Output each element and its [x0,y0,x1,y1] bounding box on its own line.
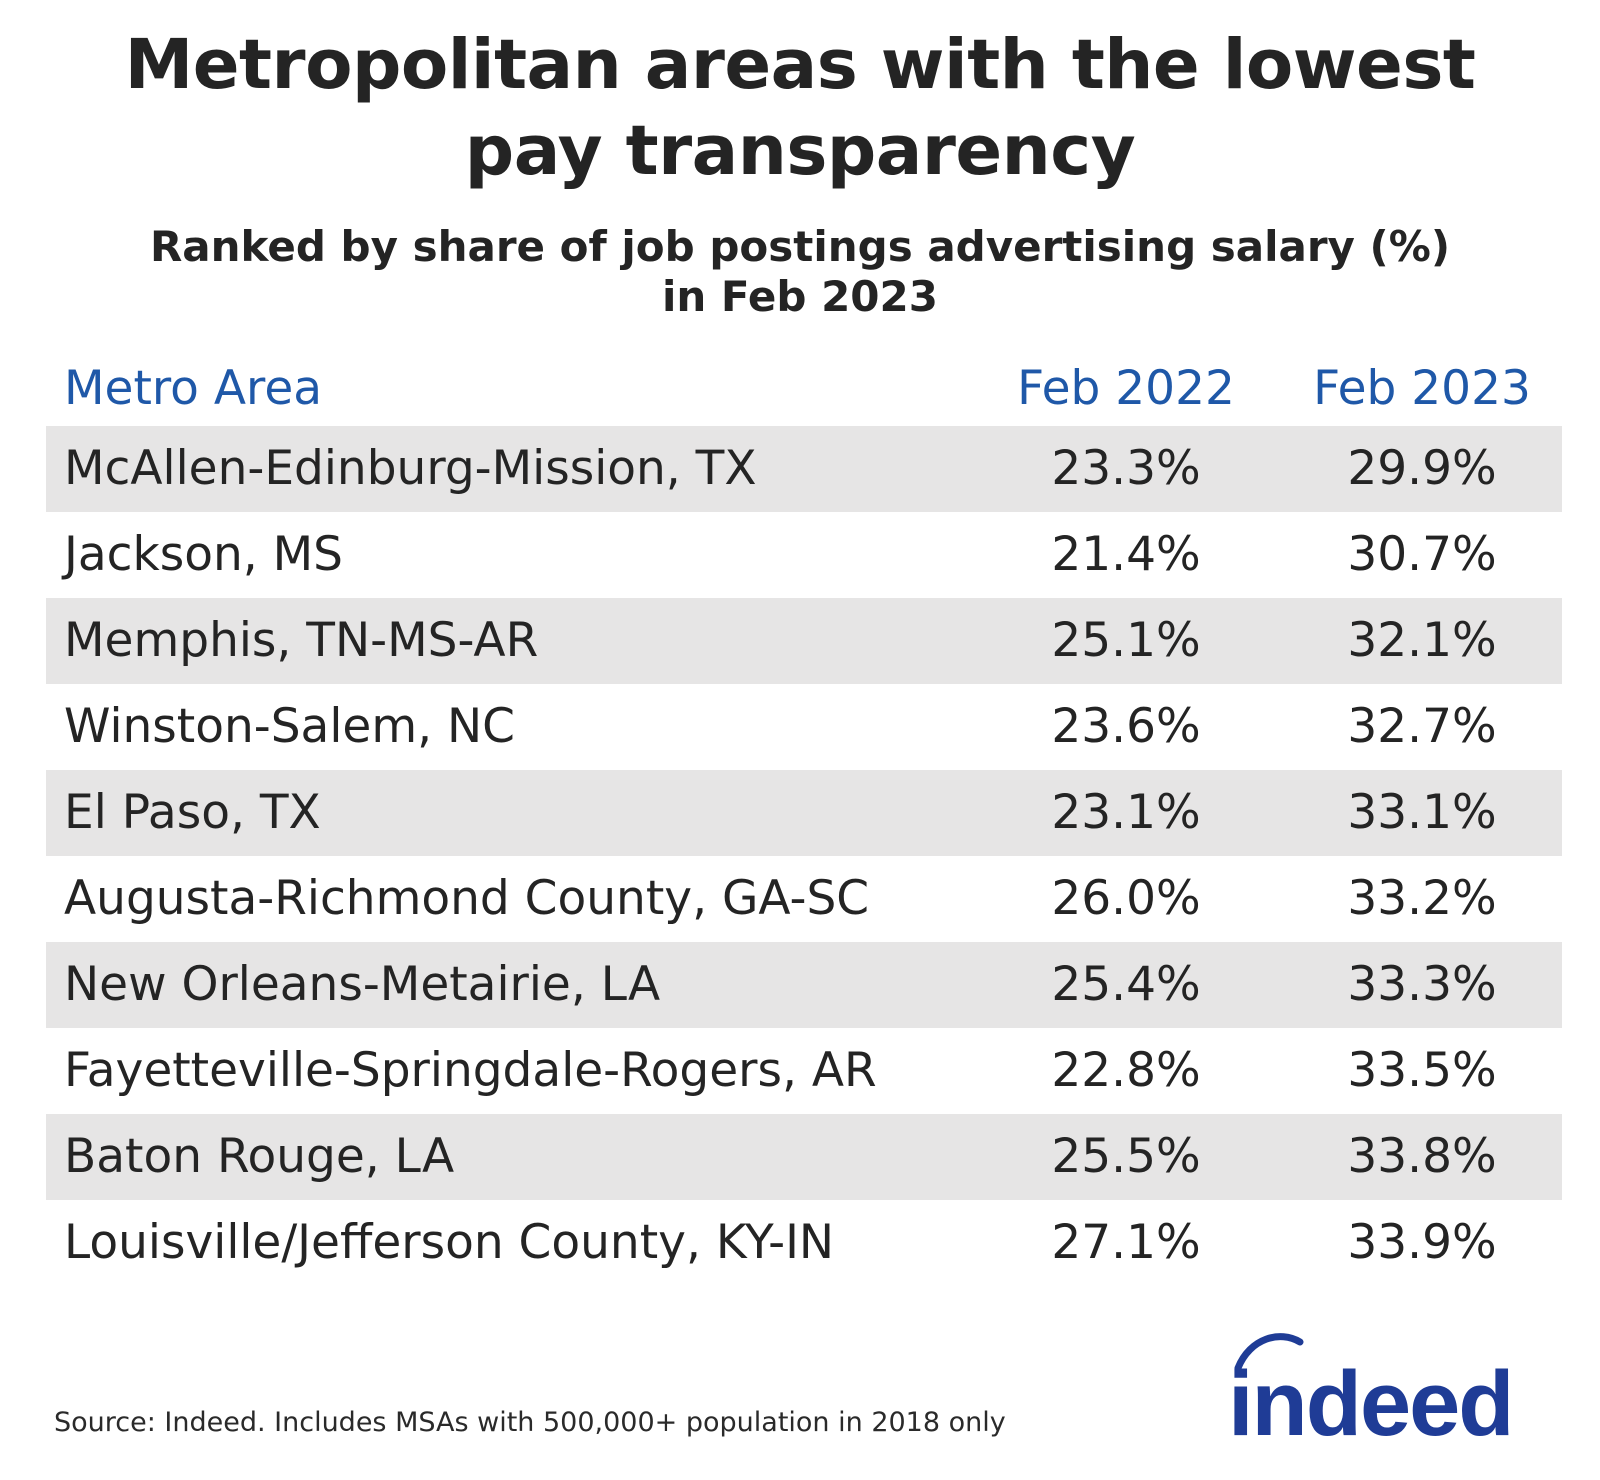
cell-feb-2022: 25.1% [1051,613,1201,668]
cell-feb-2023: 33.5% [1347,1043,1497,1098]
source-note: Source: Indeed. Includes MSAs with 500,0… [54,1407,1006,1438]
cell-feb-2023: 33.8% [1347,1129,1497,1184]
data-table: Metro Area Feb 2022 Feb 2023 McAllen-Edi… [46,352,1562,1286]
cell-metro-area: Baton Rouge, LA [64,1129,455,1184]
cell-feb-2023: 33.3% [1347,957,1497,1012]
chart-subtitle-line-1: Ranked by share of job postings advertis… [149,222,1451,271]
table-row: McAllen-Edinburg-Mission, TX 23.3% 29.9% [46,426,1562,512]
cell-metro-area: Jackson, MS [64,527,344,582]
column-header-feb-2023: Feb 2023 [1313,361,1531,416]
cell-feb-2022: 23.1% [1051,785,1201,840]
indeed-logo: indeed [1228,1333,1568,1455]
table-body: McAllen-Edinburg-Mission, TX 23.3% 29.9% Ja… [46,426,1562,1286]
chart-title: Metropolitan areas with the lowest pay t… [0,22,1600,194]
cell-feb-2022: 27.1% [1051,1215,1201,1270]
cell-feb-2023: 32.7% [1347,699,1497,754]
table-header-row: Metro Area Feb 2022 Feb 2023 [46,352,1562,426]
table-row: El Paso, TX 23.1% 33.1% [46,770,1562,856]
cell-feb-2023: 32.1% [1347,613,1497,668]
cell-feb-2023: 30.7% [1347,527,1497,582]
chart-title-line-2: pay transparency [464,111,1136,191]
chart-subtitle-line-2: in Feb 2023 [662,272,938,321]
cell-metro-area: Augusta-Richmond County, GA-SC [64,871,870,926]
cell-feb-2023: 33.2% [1347,871,1497,926]
indeed-logo-text: indeed [1228,1353,1514,1455]
chart-title-line-1: Metropolitan areas with the lowest [124,25,1476,105]
cell-feb-2023: 33.1% [1347,785,1497,840]
table-row: Jackson, MS 21.4% 30.7% [46,512,1562,598]
table-row: Augusta-Richmond County, GA-SC 26.0% 33.2% [46,856,1562,942]
cell-metro-area: Louisville/Jefferson County, KY-IN [64,1215,835,1270]
cell-feb-2022: 21.4% [1051,527,1201,582]
column-header-feb-2022: Feb 2022 [1017,361,1235,416]
cell-feb-2022: 23.6% [1051,699,1201,754]
column-header-metro-area: Metro Area [64,361,323,416]
cell-metro-area: El Paso, TX [64,785,321,840]
table-row: Louisville/Jefferson County, KY-IN 27.1% 3… [46,1200,1562,1286]
chart-subtitle: Ranked by share of job postings advertis… [0,222,1600,322]
cell-feb-2022: 25.4% [1051,957,1201,1012]
indeed-logo-arc-icon [1234,1333,1304,1372]
cell-metro-area: Fayetteville-Springdale-Rogers, AR [64,1043,877,1098]
cell-feb-2023: 33.9% [1347,1215,1497,1270]
cell-metro-area: McAllen-Edinburg-Mission, TX [64,441,757,496]
cell-metro-area: Winston-Salem, NC [64,699,515,754]
cell-metro-area: New Orleans-Metairie, LA [64,957,661,1012]
cell-metro-area: Memphis, TN-MS-AR [64,613,539,668]
table-row: Baton Rouge, LA 25.5% 33.8% [46,1114,1562,1200]
table-row: New Orleans-Metairie, LA 25.4% 33.3% [46,942,1562,1028]
table-row: Winston-Salem, NC 23.6% 32.7% [46,684,1562,770]
cell-feb-2022: 25.5% [1051,1129,1201,1184]
cell-feb-2023: 29.9% [1347,441,1497,496]
table-row: Memphis, TN-MS-AR 25.1% 32.1% [46,598,1562,684]
cell-feb-2022: 26.0% [1051,871,1201,926]
table-row: Fayetteville-Springdale-Rogers, AR 22.8% 3… [46,1028,1562,1114]
cell-feb-2022: 22.8% [1051,1043,1201,1098]
cell-feb-2022: 23.3% [1051,441,1201,496]
